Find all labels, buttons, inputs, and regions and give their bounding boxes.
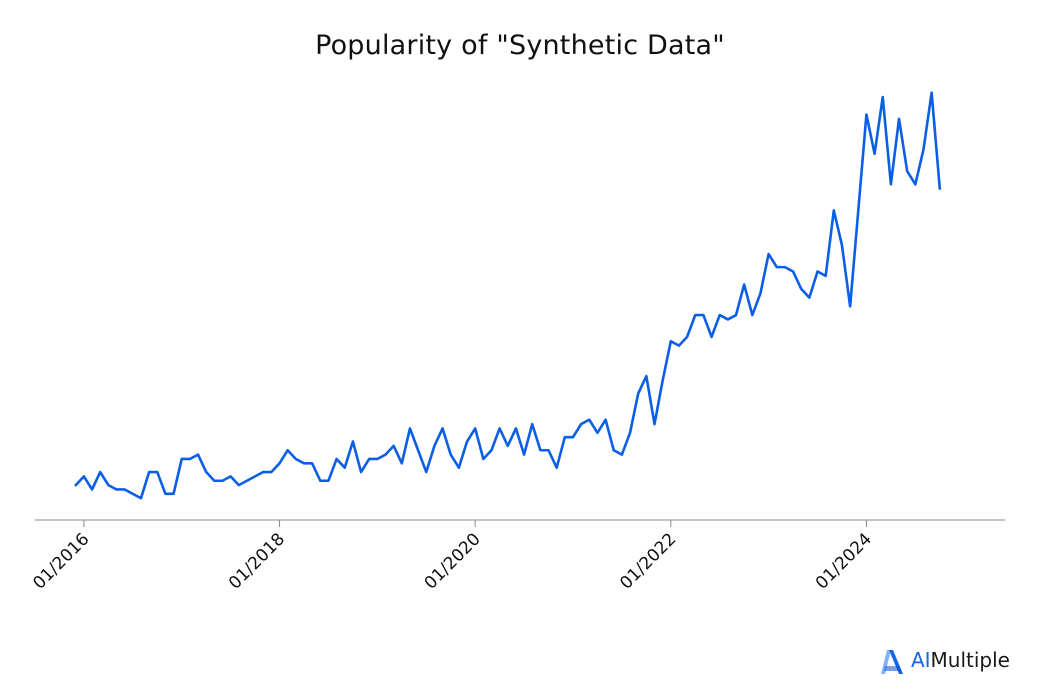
series-layer [74,91,942,500]
series-line-0 [74,91,942,500]
brand-logo: AIMultiple [879,644,1010,676]
x-tick-label-0: 01/2016 [29,529,93,593]
chart-title: Popularity of "Synthetic Data" [315,30,725,61]
x-tick-label-1: 01/2018 [225,529,289,593]
brand-name-suffix: Multiple [930,648,1010,672]
aimultiple-logo-icon [880,650,903,674]
x-tick-label-3: 01/2022 [616,529,680,593]
x-tick-label-4: 01/2024 [812,529,876,593]
x-axis-ticks: 01/2016 01/2018 01/2020 01/2022 01/2024 [29,520,876,593]
x-tick-label-2: 01/2020 [421,529,485,593]
brand-name: AIMultiple [911,648,1010,672]
brand-name-prefix: AI [910,648,931,672]
